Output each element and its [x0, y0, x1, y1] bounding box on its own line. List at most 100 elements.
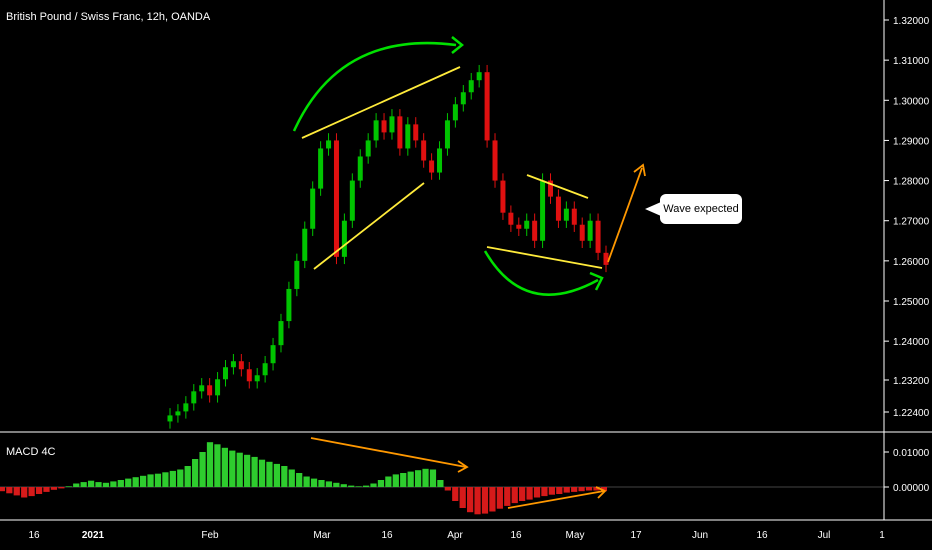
macd-bar: [385, 476, 392, 487]
macd-bar: [236, 452, 243, 487]
candle: [460, 85, 466, 112]
price-tick-label: 1.29000: [893, 136, 930, 147]
candle: [373, 113, 379, 148]
candle: [397, 109, 403, 156]
macd-bar: [519, 487, 526, 501]
time-tick-label: 2021: [82, 530, 105, 541]
macd-bar: [251, 456, 258, 487]
time-tick-label: Feb: [201, 530, 219, 541]
candle: [508, 205, 514, 232]
candle: [222, 360, 228, 387]
macd-bar: [578, 487, 585, 492]
macd-bar: [139, 475, 147, 487]
macd-bar: [303, 476, 310, 487]
green-arc-top-arrowhead: [451, 36, 465, 54]
second-wedge-upper-line: [526, 174, 589, 199]
macd-axis: 0.01000 0.00000: [884, 448, 930, 494]
macd-tick-label: 0.00000: [893, 483, 930, 494]
macd-bar: [273, 463, 281, 487]
time-axis: 16 2021 Feb Mar 16 Apr 16 May 17 Jun 16 Jul 1: [28, 530, 885, 541]
macd-bar: [459, 487, 466, 508]
macd-bar: [340, 484, 347, 487]
candle: [191, 384, 197, 411]
macd-bar: [95, 482, 102, 487]
macd-bar: [117, 480, 124, 487]
time-tick-label: Mar: [313, 530, 331, 541]
macd-bar: [21, 487, 28, 498]
macd-bar: [511, 487, 518, 504]
price-axis: 1.32000 1.31000 1.30000 1.29000 1.28000 1.270…: [884, 16, 930, 419]
macd-bar: [162, 472, 169, 487]
price-tick-label: 1.23200: [893, 376, 930, 387]
candle: [603, 245, 609, 273]
candle: [230, 353, 236, 375]
macd-bar: [73, 483, 80, 487]
macd-bar: [437, 480, 444, 487]
candle: [476, 64, 482, 88]
macd-bar: [65, 486, 72, 487]
macd-bar: [28, 487, 35, 497]
macd-bar: [333, 482, 340, 487]
macd-bar: [362, 485, 370, 487]
macd-divergence-arrowhead-1: [457, 460, 469, 473]
candle: [310, 181, 316, 236]
annotations: [292, 36, 646, 509]
candle: [516, 217, 522, 236]
second-wedge-lower-line: [486, 246, 603, 269]
macd-bar: [600, 487, 608, 492]
candle: [595, 213, 601, 261]
macd-bar: [318, 480, 325, 487]
candle: [413, 117, 419, 148]
time-tick-label: 16: [756, 530, 768, 541]
time-tick-label: 16: [510, 530, 522, 541]
wedge-lower-line: [313, 182, 425, 270]
macd-bar: [348, 485, 355, 487]
green-arc-top: [292, 41, 457, 132]
candle: [318, 141, 324, 196]
green-arc-bottom-arrowhead: [589, 271, 604, 291]
candle: [349, 173, 355, 228]
candle: [548, 173, 554, 204]
macd-bar: [154, 473, 162, 487]
macd-bar: [296, 473, 303, 487]
macd-bar: [325, 481, 333, 487]
macd-bar: [370, 483, 377, 487]
macd-bar: [80, 482, 87, 487]
macd-bar: [281, 466, 288, 487]
time-tick-label: May: [566, 530, 585, 541]
candle: [286, 281, 292, 329]
macd-bar: [414, 470, 422, 487]
macd-bar: [429, 469, 437, 487]
time-tick-label: 16: [381, 530, 393, 541]
macd-bar: [548, 487, 555, 495]
candle: [365, 133, 371, 164]
macd-bar: [199, 452, 206, 487]
candle: [587, 213, 593, 249]
price-tick-label: 1.28000: [893, 177, 930, 188]
candle: [532, 213, 538, 249]
candle: [389, 109, 395, 140]
macd-bar: [206, 442, 214, 487]
macd-tick-label: 0.01000: [893, 448, 930, 459]
chart-title: British Pound / Swiss Franc, 12h, OANDA: [6, 11, 211, 23]
price-tick-label: 1.26000: [893, 257, 930, 268]
candle: [302, 221, 308, 269]
candle: [555, 189, 561, 228]
candle: [405, 117, 411, 156]
macd-histogram: [0, 442, 884, 515]
macd-bar: [481, 487, 489, 514]
candle: [563, 201, 569, 228]
candle: [199, 378, 205, 399]
candle: [524, 213, 530, 236]
callout-tail: [645, 202, 661, 216]
macd-bar: [392, 474, 399, 487]
macd-bar: [377, 480, 385, 487]
candle: [333, 133, 339, 265]
candle: [357, 149, 363, 188]
time-tick-label: 16: [28, 530, 40, 541]
macd-bar: [214, 444, 221, 487]
candle: [167, 408, 173, 429]
candle: [278, 313, 284, 353]
candle: [238, 353, 244, 377]
